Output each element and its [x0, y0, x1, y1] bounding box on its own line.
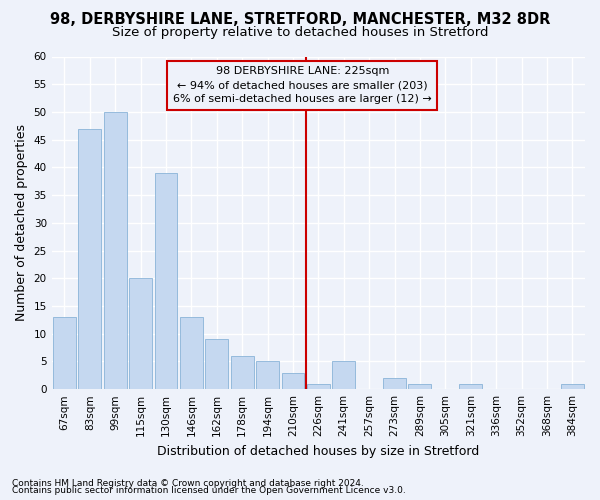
Bar	[383, 378, 406, 389]
Bar	[53, 317, 76, 389]
Bar	[561, 384, 584, 389]
Bar	[281, 372, 304, 389]
Text: Contains public sector information licensed under the Open Government Licence v3: Contains public sector information licen…	[12, 486, 406, 495]
Bar	[409, 384, 431, 389]
Y-axis label: Number of detached properties: Number of detached properties	[15, 124, 28, 322]
Bar	[180, 317, 203, 389]
Bar	[256, 362, 279, 389]
Text: Size of property relative to detached houses in Stretford: Size of property relative to detached ho…	[112, 26, 488, 39]
Bar	[459, 384, 482, 389]
Bar	[155, 173, 178, 389]
Bar	[104, 112, 127, 389]
Text: 98 DERBYSHIRE LANE: 225sqm
← 94% of detached houses are smaller (203)
6% of semi: 98 DERBYSHIRE LANE: 225sqm ← 94% of deta…	[173, 66, 432, 104]
Bar	[205, 340, 228, 389]
Text: 98, DERBYSHIRE LANE, STRETFORD, MANCHESTER, M32 8DR: 98, DERBYSHIRE LANE, STRETFORD, MANCHEST…	[50, 12, 550, 28]
Text: Contains HM Land Registry data © Crown copyright and database right 2024.: Contains HM Land Registry data © Crown c…	[12, 478, 364, 488]
Bar	[231, 356, 254, 389]
Bar	[79, 128, 101, 389]
Bar	[129, 278, 152, 389]
Bar	[332, 362, 355, 389]
Bar	[307, 384, 330, 389]
X-axis label: Distribution of detached houses by size in Stretford: Distribution of detached houses by size …	[157, 444, 479, 458]
